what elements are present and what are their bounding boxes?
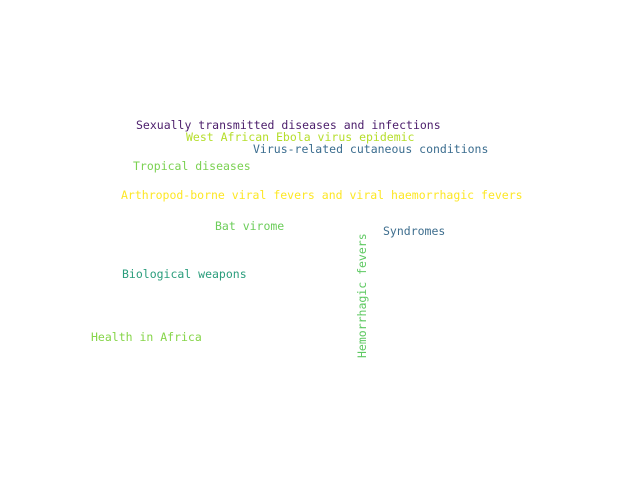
word-ebola-epidemic: West African Ebola virus epidemic (186, 130, 415, 144)
word-hemorrhagic-fevers: Hemorrhagic fevers (355, 233, 369, 358)
word-syndromes: Syndromes (383, 224, 446, 238)
word-arthropod-fevers: Arthropod-borne viral fevers and viral h… (121, 188, 523, 202)
word-bat-virome: Bat virome (215, 219, 285, 233)
word-biological-weapons: Biological weapons (122, 267, 247, 281)
word-tropical-diseases: Tropical diseases (133, 159, 251, 173)
word-cutaneous-conditions: Virus-related cutaneous conditions (253, 142, 489, 156)
word-std: Sexually transmitted diseases and infect… (136, 118, 441, 132)
word-health-in-africa: Health in Africa (91, 330, 202, 344)
